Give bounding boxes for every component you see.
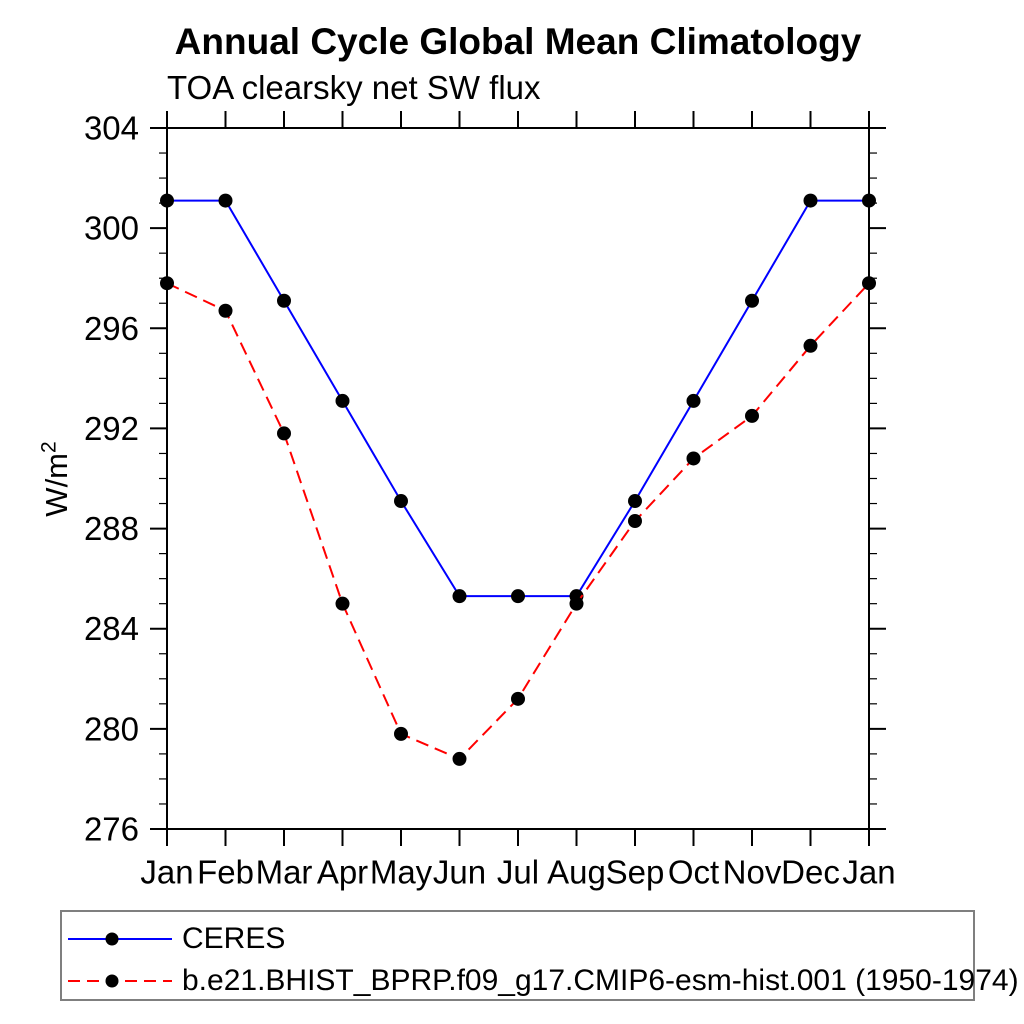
legend-entry-model: b.e21.BHIST_BPRP.f09_g17.CMIP6-esm-hist.…	[64, 964, 1019, 998]
x-tick-label: Feb	[197, 854, 254, 891]
chart-subtitle: TOA clearsky net SW flux	[167, 69, 541, 106]
data-point-marker	[686, 451, 701, 466]
series-line-model	[166, 282, 870, 761]
data-point-marker	[394, 726, 408, 741]
data-point-marker	[160, 193, 174, 208]
x-tick-label: Jan	[140, 854, 193, 891]
x-tick-label: Mar	[256, 854, 313, 891]
x-tick-label: Oct	[668, 854, 719, 891]
x-tick-label: Jan	[842, 854, 895, 891]
x-tick-label: Jun	[433, 854, 486, 891]
x-tick-label: Jul	[497, 854, 539, 891]
legend-label: CERES	[182, 922, 286, 955]
legend-marker-dot	[105, 974, 119, 988]
legend-entry-ceres: CERES	[64, 922, 285, 956]
data-point-marker	[511, 691, 525, 706]
data-point-marker	[511, 589, 525, 604]
x-tick-label: May	[370, 854, 433, 891]
data-point-marker	[686, 393, 701, 408]
data-point-marker	[277, 293, 291, 308]
y-tick-label: 284	[84, 610, 139, 647]
x-tick-label: Aug	[547, 854, 606, 891]
data-point-marker	[862, 276, 876, 291]
data-point-marker	[452, 751, 467, 766]
data-point-marker	[628, 494, 642, 509]
x-tick-label: Nov	[723, 854, 782, 891]
legend-line-marker-icon	[68, 974, 172, 988]
data-point-marker	[745, 293, 759, 308]
x-tick-label: Dec	[781, 854, 840, 891]
data-point-marker	[335, 596, 350, 611]
data-point-marker	[218, 303, 233, 318]
data-point-marker	[394, 494, 408, 509]
y-tick-label: 304	[84, 110, 139, 147]
data-point-marker	[277, 426, 291, 441]
x-tick-label: Apr	[317, 854, 368, 891]
y-axis-label-base: W/m	[39, 452, 74, 517]
chart-title: Annual Cycle Global Mean Climatology	[174, 21, 862, 62]
y-axis-label-exponent: 2	[37, 441, 61, 453]
data-point-marker	[803, 193, 818, 208]
legend-label: b.e21.BHIST_BPRP.f09_g17.CMIP6-esm-hist.…	[182, 964, 1019, 997]
legend-marker-dot	[105, 932, 119, 946]
data-point-marker	[628, 514, 642, 529]
data-point-marker	[218, 193, 233, 208]
data-point-marker	[862, 193, 876, 208]
legend: CERES b.e21.BHIST_BPRP.f09_g17.CMIP6-esm…	[60, 910, 1019, 1001]
y-tick-label: 280	[84, 710, 139, 747]
data-point-marker	[452, 589, 467, 604]
y-tick-label: 276	[84, 811, 139, 848]
y-tick-label: 292	[84, 410, 139, 447]
data-point-marker	[335, 393, 350, 408]
data-point-marker	[803, 338, 818, 353]
data-point-marker	[745, 408, 759, 423]
data-point-marker	[569, 596, 584, 611]
legend-line-marker-icon	[68, 932, 172, 946]
x-tick-label: Sep	[606, 854, 665, 891]
y-axis-label: W/m2	[37, 441, 75, 517]
y-tick-label: 288	[84, 510, 139, 547]
data-point-marker	[160, 276, 174, 291]
y-tick-label: 296	[84, 310, 139, 347]
series-line-ceres	[167, 199, 869, 598]
y-tick-label: 300	[84, 210, 139, 247]
